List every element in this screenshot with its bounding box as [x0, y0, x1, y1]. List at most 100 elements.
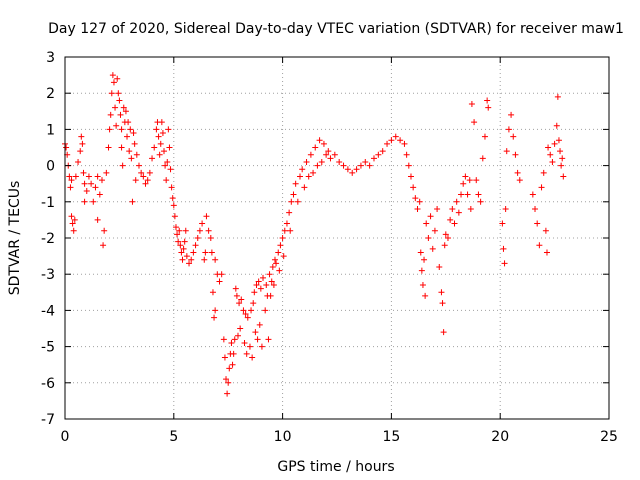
data-point: [128, 155, 135, 162]
data-point: [263, 282, 270, 289]
data-point: [258, 343, 265, 350]
data-point: [68, 213, 75, 220]
data-point: [453, 198, 460, 205]
data-point: [276, 267, 283, 274]
data-point: [349, 169, 356, 176]
data-point: [228, 339, 235, 346]
data-point: [292, 180, 299, 187]
data-point: [301, 184, 308, 191]
data-point: [240, 307, 247, 314]
data-point: [484, 97, 491, 104]
y-axis-label: SDTVAR / TECUs: [7, 181, 23, 296]
data-point: [220, 336, 227, 343]
data-point: [178, 249, 185, 256]
data-point: [122, 108, 129, 115]
data-point: [72, 173, 79, 180]
data-point: [169, 195, 176, 202]
data-point: [133, 151, 140, 158]
data-point: [188, 256, 195, 263]
data-point: [449, 206, 456, 213]
x-tick-label: 25: [600, 429, 618, 445]
data-point: [163, 177, 170, 184]
data-point: [422, 292, 429, 299]
data-point: [547, 151, 554, 158]
data-point: [182, 227, 189, 234]
data-point: [243, 350, 250, 357]
data-point: [192, 242, 199, 249]
data-point: [94, 216, 101, 223]
data-point: [177, 242, 184, 249]
data-point: [554, 93, 561, 100]
data-point: [118, 126, 125, 133]
data-point: [260, 274, 267, 281]
data-point: [262, 307, 269, 314]
data-point: [153, 126, 160, 133]
data-point: [113, 122, 120, 129]
data-point: [67, 184, 74, 191]
data-point: [115, 90, 122, 97]
y-tick-label: -4: [41, 303, 55, 319]
data-point: [234, 332, 241, 339]
data-point: [303, 158, 310, 165]
data-point: [340, 162, 347, 169]
data-point: [277, 242, 284, 249]
data-point: [81, 198, 88, 205]
data-point: [253, 282, 260, 289]
data-point: [112, 104, 119, 111]
data-point: [162, 162, 169, 169]
data-point: [543, 249, 550, 256]
data-point: [510, 133, 517, 140]
data-point: [266, 271, 273, 278]
data-point: [218, 271, 225, 278]
data-point: [66, 173, 73, 180]
data-point: [231, 336, 238, 343]
data-point: [419, 282, 426, 289]
data-point: [273, 260, 280, 267]
data-point: [314, 162, 321, 169]
data-point: [85, 173, 92, 180]
data-point: [157, 140, 164, 147]
data-point: [168, 184, 175, 191]
data-point: [229, 361, 236, 368]
data-point: [392, 133, 399, 140]
data-point: [268, 278, 275, 285]
data-point: [441, 242, 448, 249]
data-point: [458, 191, 465, 198]
data-point: [501, 260, 508, 267]
data-point: [233, 292, 240, 299]
data-point: [444, 235, 451, 241]
data-point: [440, 329, 447, 336]
data-point: [280, 253, 287, 260]
data-point: [203, 213, 210, 220]
data-point: [410, 184, 417, 191]
data-point: [63, 144, 70, 151]
data-point: [250, 300, 257, 307]
data-point: [83, 187, 90, 194]
data-point: [211, 314, 218, 321]
data-point: [100, 242, 107, 249]
data-point: [70, 227, 77, 234]
data-point: [312, 144, 319, 151]
data-point: [545, 144, 552, 151]
data-point: [176, 227, 183, 234]
data-point: [109, 72, 116, 79]
data-point: [146, 169, 153, 176]
data-point: [142, 180, 149, 187]
data-point: [226, 365, 233, 372]
data-point: [212, 307, 219, 314]
data-point: [124, 133, 131, 140]
data-point: [165, 126, 172, 133]
data-point: [536, 242, 543, 249]
y-tick-label: -2: [41, 231, 55, 247]
data-point: [236, 300, 243, 307]
data-point: [158, 119, 165, 126]
chart-title: Day 127 of 2020, Sidereal Day-to-day VTE…: [48, 21, 624, 37]
data-point: [125, 119, 132, 126]
data-point: [216, 278, 223, 285]
data-point: [370, 155, 377, 162]
data-point: [431, 227, 438, 234]
data-point: [286, 209, 293, 216]
data-point: [269, 263, 276, 270]
y-tick-label: 2: [46, 86, 55, 102]
data-point: [138, 169, 145, 176]
